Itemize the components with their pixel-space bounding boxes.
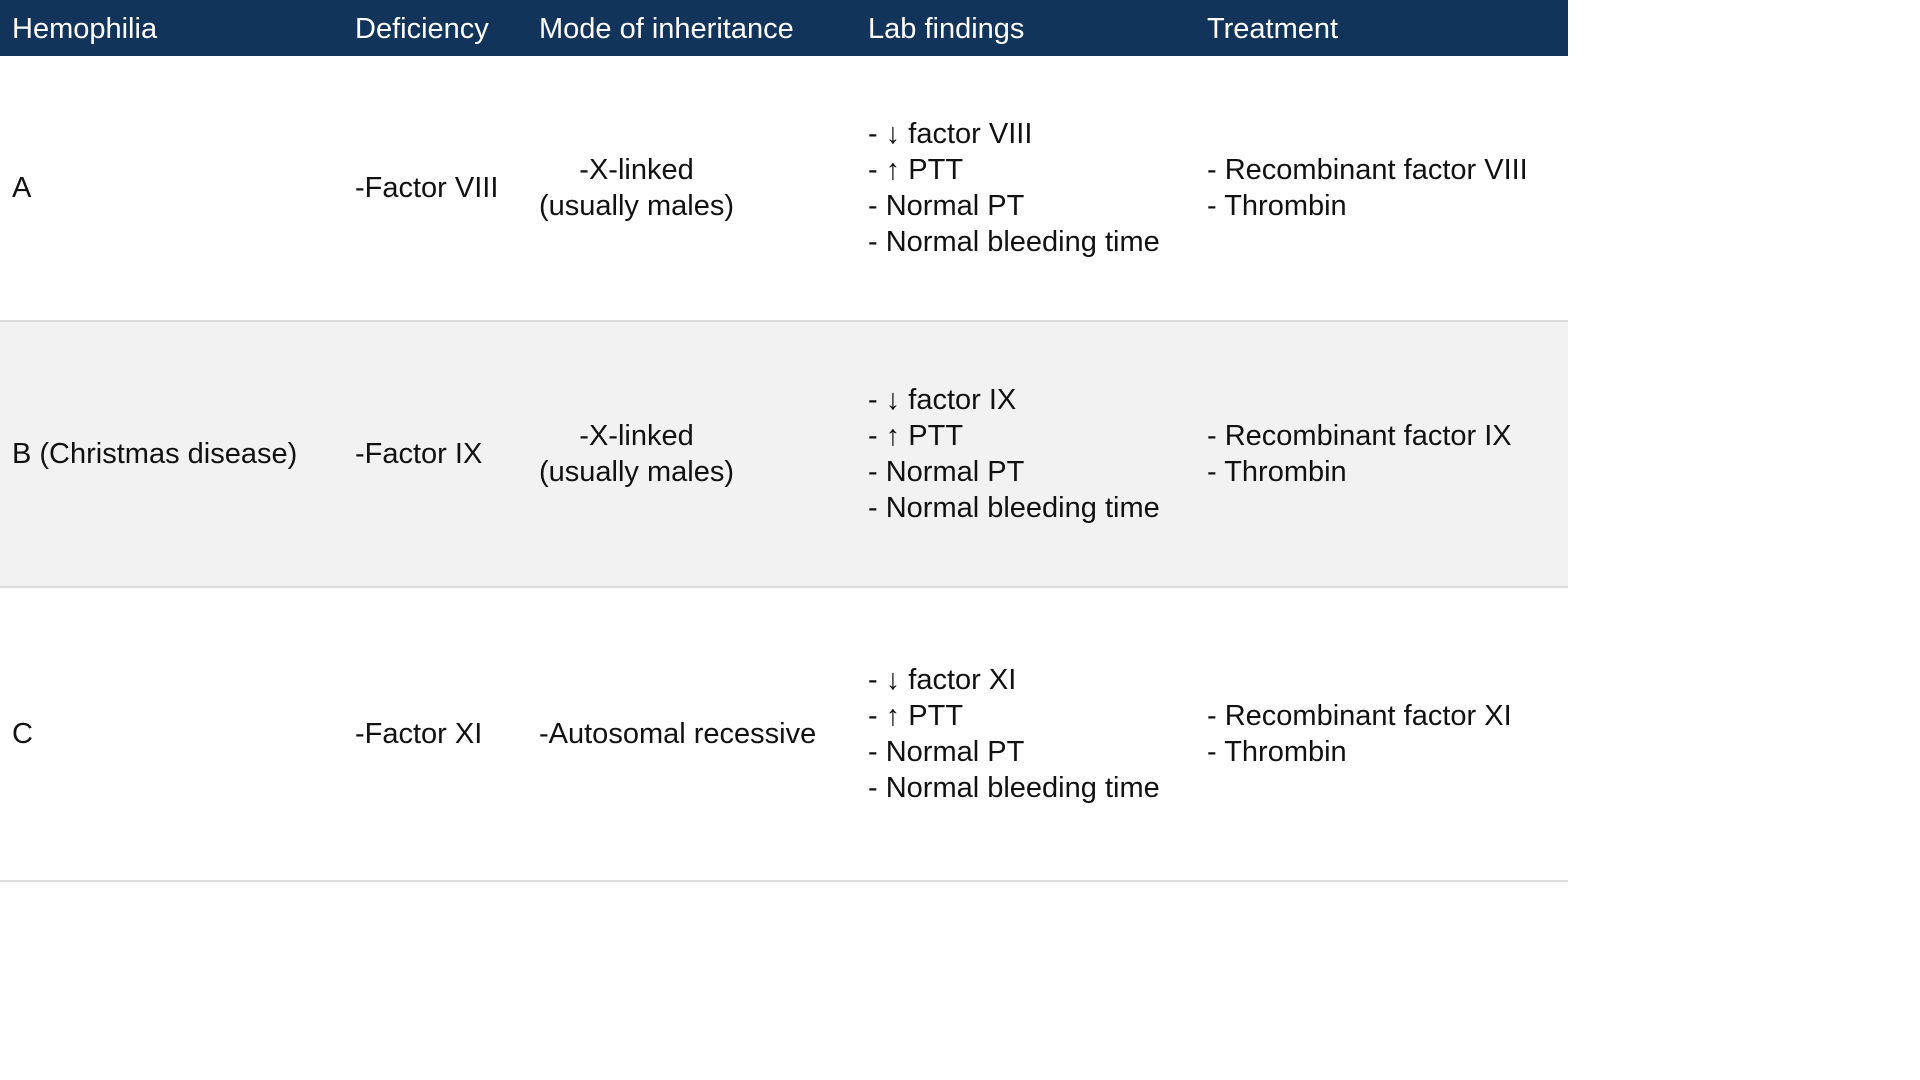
deficiency-cell: -Factor VIII [355,56,498,320]
hemophilia-type: A [12,172,32,204]
header-hemophilia: Hemophilia [12,13,158,45]
inheritance-line: -Autosomal recessive [539,718,817,750]
table-row: C -Factor XI -Autosomal recessive - ↓ fa… [0,588,1568,882]
header-lab-findings: Lab findings [868,13,1025,45]
inheritance-line: -X-linked [579,154,694,186]
treatment-cell: - Recombinant factor VIII - Thrombin [1207,56,1528,320]
lab-findings-cell: - ↓ factor XI - ↑ PTT - Normal PT - Norm… [868,588,1160,880]
lab-finding: - ↑ PTT [868,154,964,186]
hemophilia-type-cell: B (Christmas disease) [12,322,297,586]
hemophilia-type-cell: C [12,588,33,880]
hemophilia-type-cell: A [12,56,31,320]
lab-finding: - ↑ PTT [868,700,964,732]
treatment-cell: - Recombinant factor IX - Thrombin [1207,322,1512,586]
lab-finding: - Normal bleeding time [868,226,1160,258]
inheritance-line: (usually males) [539,456,734,488]
inheritance-cell: -Autosomal recessive [539,588,816,880]
treatment-item: - Recombinant factor VIII [1207,154,1528,186]
lab-finding: - Normal PT [868,736,1025,768]
table-row: A -Factor VIII -X-linked (usually males)… [0,56,1568,322]
lab-finding: - ↓ factor IX [868,384,1017,416]
lab-finding: - ↑ PTT [868,420,964,452]
inheritance-cell: -X-linked (usually males) [539,322,734,586]
deficiency-cell: -Factor XI [355,588,482,880]
inheritance-line: (usually males) [539,190,734,222]
treatment-item: - Recombinant factor IX [1207,420,1512,452]
inheritance-cell: -X-linked (usually males) [539,56,734,320]
header-mode-of-inheritance: Mode of inheritance [539,13,794,45]
deficiency: -Factor VIII [355,172,499,204]
inheritance-line: -X-linked [579,420,694,452]
deficiency: -Factor XI [355,718,483,750]
lab-finding: - ↓ factor XI [868,664,1017,696]
treatment-item: - Recombinant factor XI [1207,700,1512,732]
lab-finding: - Normal PT [868,190,1025,222]
hemophilia-table: Hemophilia Deficiency Mode of inheritanc… [0,0,1568,882]
deficiency-cell: -Factor IX [355,322,482,586]
treatment-cell: - Recombinant factor XI - Thrombin [1207,588,1512,880]
treatment-item: - Thrombin [1207,190,1347,222]
lab-finding: - ↓ factor VIII [868,118,1033,150]
hemophilia-type: C [12,718,33,750]
lab-finding: - Normal bleeding time [868,492,1160,524]
hemophilia-type: B (Christmas disease) [12,438,298,470]
lab-findings-cell: - ↓ factor VIII - ↑ PTT - Normal PT - No… [868,56,1160,320]
deficiency: -Factor IX [355,438,483,470]
lab-finding: - Normal PT [868,456,1025,488]
table-header: Hemophilia Deficiency Mode of inheritanc… [0,0,1568,56]
lab-findings-cell: - ↓ factor IX - ↑ PTT - Normal PT - Norm… [868,322,1160,586]
treatment-item: - Thrombin [1207,736,1347,768]
header-deficiency: Deficiency [355,13,489,45]
header-treatment: Treatment [1207,13,1339,45]
treatment-item: - Thrombin [1207,456,1347,488]
table-row: B (Christmas disease) -Factor IX -X-link… [0,322,1568,588]
lab-finding: - Normal bleeding time [868,772,1160,804]
